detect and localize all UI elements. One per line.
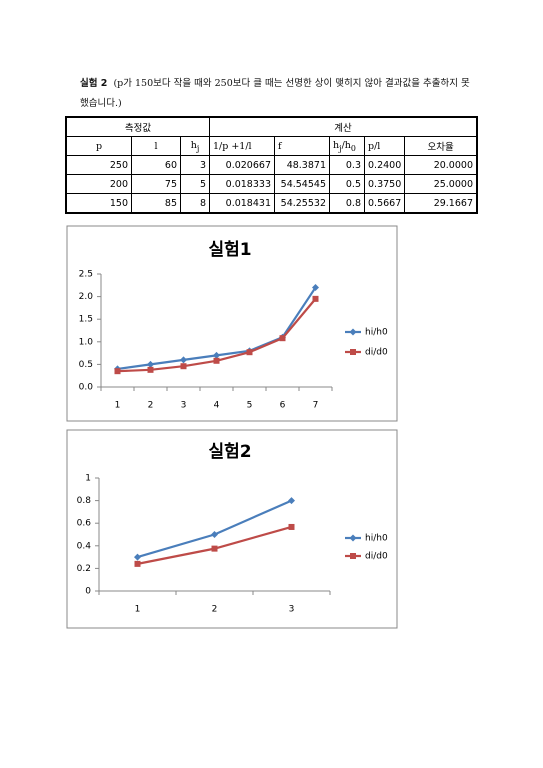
table-row: 150 85 8 0.018431 54.25532 0.8 0.5667 29.1667: [65, 193, 478, 214]
y-tick-label: 1.0: [79, 337, 94, 347]
chart-frame: [66, 225, 398, 422]
x-tick-label: 5: [247, 401, 253, 411]
legend-label: hi/h0: [365, 534, 388, 544]
x-tick-label: 1: [115, 401, 121, 411]
marker: [147, 360, 154, 368]
marker: [312, 284, 319, 292]
table-row: 200 75 5 0.018333 54.54545 0.5 0.3750 25.0000: [65, 174, 478, 194]
table-cell: 25.0000: [404, 174, 478, 194]
table-cell: 0.3750: [363, 174, 406, 194]
x-tick-label: 7: [313, 401, 319, 411]
paragraph-text: (p가 150보다 작을 때와 250보다 클 때는 선명한 상이 맺히지 않아…: [80, 78, 470, 109]
y-tick-label: 2.0: [79, 292, 94, 302]
legend-marker: [350, 349, 356, 355]
marker: [246, 349, 253, 356]
marker: [279, 335, 286, 342]
x-tick-label: 3: [181, 401, 187, 411]
header-sub: j: [196, 143, 200, 153]
marker: [134, 553, 141, 561]
chart-title: 실험2: [208, 441, 251, 462]
x-tick-label: 1: [135, 605, 141, 615]
y-tick-label: 0.6: [77, 519, 92, 529]
header-part: /h: [341, 139, 351, 151]
table-cell: 54.54545: [274, 174, 330, 194]
table-cell: 0.5667: [363, 193, 406, 214]
y-tick-label: 0.5: [79, 360, 93, 370]
legend-label: di/d0: [365, 552, 388, 562]
table-cell: 75: [131, 174, 181, 194]
legend-marker: [350, 553, 356, 559]
chart-title: 실험1: [208, 239, 251, 260]
legend-label: hi/h0: [365, 328, 388, 338]
y-tick-label: 1.5: [79, 315, 93, 325]
paragraph-label: 실험 2: [80, 78, 108, 89]
x-tick-label: 6: [280, 401, 286, 411]
marker: [213, 357, 220, 364]
x-tick-label: 2: [212, 605, 218, 615]
y-tick-label: 0.2: [77, 564, 91, 574]
header-part: h: [333, 139, 340, 151]
x-tick-label: 2: [148, 401, 154, 411]
marker: [213, 351, 220, 359]
y-tick-label: 2.5: [79, 270, 93, 280]
header-part: h: [190, 139, 197, 151]
paragraph: 실험 2 (p가 150보다 작을 때와 250보다 클 때는 선명한 상이 맺…: [80, 74, 475, 114]
x-tick-label: 4: [214, 401, 220, 411]
y-tick-label: 0.0: [79, 383, 94, 393]
y-tick-label: 0.4: [77, 541, 92, 551]
marker: [147, 366, 154, 373]
table-cell: 0.2400: [363, 155, 406, 175]
legend-marker: [349, 534, 357, 542]
legend-label: di/d0: [365, 348, 388, 358]
y-tick-label: 0.8: [77, 496, 92, 506]
marker: [114, 368, 121, 375]
marker: [288, 523, 295, 530]
marker: [211, 531, 218, 538]
marker: [211, 545, 218, 552]
table-cell: 0.018333: [209, 174, 275, 194]
y-tick-label: 1: [85, 474, 91, 484]
x-tick-label: 3: [289, 605, 295, 615]
table-cell: 85: [131, 193, 181, 214]
marker: [134, 560, 141, 567]
legend-marker: [349, 328, 357, 336]
header-sub: 0: [350, 143, 356, 153]
marker: [288, 497, 295, 505]
y-tick-label: 0: [85, 587, 91, 597]
marker: [312, 295, 319, 302]
chart-frame: [66, 429, 398, 629]
marker: [180, 363, 187, 370]
marker: [180, 356, 187, 364]
table-cell: 29.1667: [404, 193, 478, 214]
data-table: 측정값 계산 p l hj 1/p +1/l f hj/h0 p/l 오차율 2…: [65, 116, 478, 214]
header-sub: j: [339, 143, 342, 153]
table-cell: 0.018431: [209, 193, 275, 214]
